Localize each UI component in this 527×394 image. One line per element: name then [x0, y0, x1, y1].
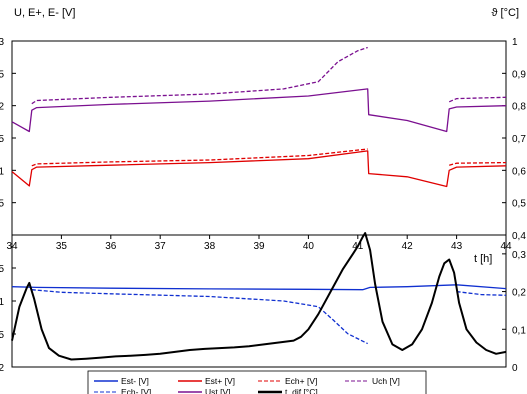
x-tick-label: 36 — [105, 241, 117, 252]
bottom-axis-ticks: 2 5 1 5 0 0,1 0,2 0,3 — [0, 250, 526, 374]
bottom-right-tick-label: 0,1 — [512, 325, 526, 336]
x-tick-label: 39 — [253, 241, 265, 252]
x-tick-label: 34 — [6, 241, 18, 252]
legend: Est- [V] Est+ [V] Ech+ [V] Uch [V] Ech- [V] U… — [87, 370, 427, 394]
right-tick-label: 1 — [512, 37, 518, 48]
x-tick-label: 44 — [500, 241, 512, 252]
top-series-group — [11, 46, 507, 188]
top-plot-frame — [11, 40, 507, 236]
right-tick-label: 0,5 — [512, 199, 526, 210]
legend-label: t_dif [°C] — [285, 387, 318, 394]
right-tick-label: 0,6 — [512, 166, 526, 177]
series-line — [31, 46, 368, 105]
x-tick-label: 43 — [451, 241, 463, 252]
right-tick-label: 0,4 — [512, 231, 526, 242]
bottom-left-tick-label: 5 — [0, 264, 4, 275]
series-line — [448, 96, 507, 103]
legend-label: Uch [V] — [372, 376, 400, 386]
top-left-axis-title: U, E+, E- [V] — [14, 7, 75, 19]
x-tick-label: 35 — [56, 241, 68, 252]
legend-label: Est- [V] — [121, 376, 149, 386]
legend-label: Ech- [V] — [121, 387, 151, 394]
legend-label: Est+ [V] — [205, 376, 235, 386]
series-line — [11, 88, 507, 133]
bottom-series-group — [11, 232, 507, 361]
series-line — [31, 148, 368, 167]
top-axis-ticks: 34 35 36 37 38 39 40 41 42 43 445152530,40,50,60,7… — [0, 37, 526, 252]
series-line — [11, 150, 507, 188]
left-tick-label: 2 — [0, 102, 4, 113]
bottom-left-tick-label: 2 — [0, 363, 4, 374]
top-right-axis-title: ϑ [°C] — [491, 7, 519, 19]
right-tick-label: 0,7 — [512, 134, 526, 145]
bottom-left-tick-label: 1 — [0, 297, 4, 308]
x-tick-label: 42 — [402, 241, 414, 252]
series-line — [31, 289, 368, 345]
bottom-right-tick-label: 0,3 — [512, 250, 526, 261]
bottom-right-tick-label: 0 — [512, 363, 518, 374]
legend-label: Ust [V] — [205, 387, 231, 394]
series-line — [449, 161, 507, 166]
legend-label: Ech+ [V] — [285, 376, 317, 386]
x-tick-label: 37 — [155, 241, 167, 252]
x-tick-label: 38 — [204, 241, 216, 252]
left-tick-label: 1 — [0, 166, 4, 177]
x-tick-label: 40 — [303, 241, 315, 252]
legend-box — [87, 370, 427, 394]
bottom-right-tick-label: 0,2 — [512, 288, 526, 299]
series-line — [11, 232, 507, 361]
series-line — [456, 290, 507, 296]
left-tick-label: 3 — [0, 37, 4, 48]
series-line — [11, 284, 507, 291]
left-tick-label: 5 — [0, 134, 4, 145]
bottom-left-tick-label: 5 — [0, 330, 4, 341]
x-axis-title: t [h] — [474, 253, 492, 265]
right-tick-label: 0,8 — [512, 102, 526, 113]
left-tick-label: 5 — [0, 69, 4, 80]
left-tick-label: 5 — [0, 199, 4, 210]
right-tick-label: 0,9 — [512, 69, 526, 80]
